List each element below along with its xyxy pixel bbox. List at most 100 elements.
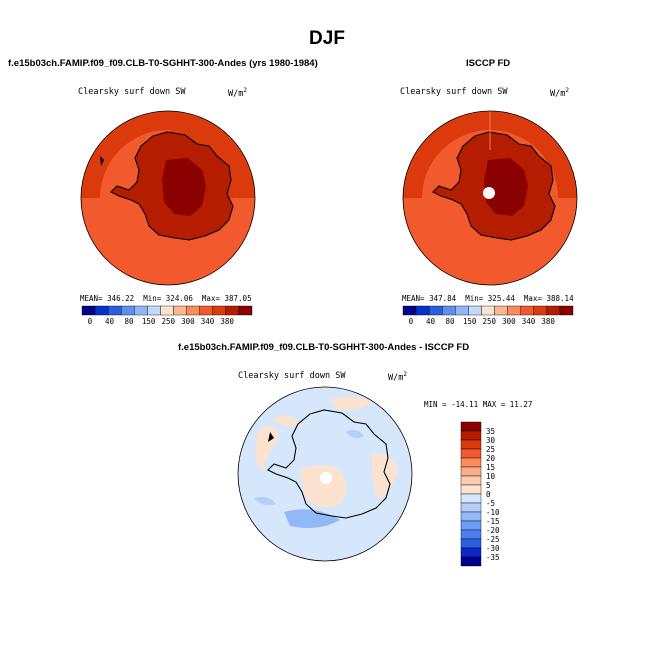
diff-colorbar-label: 5 [486,481,491,490]
obs-colorbar-label: 150 [463,317,477,326]
diff-colorbar-label: 35 [486,427,495,436]
model-colorbar-box [225,305,240,316]
diff-colorbar-box [460,475,482,486]
obs-colorbar-label: 340 [522,317,536,326]
obs-variable-label: Clearsky surf down SW [400,87,508,97]
model-colorbar-box [212,305,227,316]
obs-colorbar-box [546,305,561,316]
model-stats: MEAN= 346.22 Min= 324.06 Max= 387.05 [80,294,252,303]
model-colorbar-box [186,305,200,316]
diff-warm-patch-nw [272,415,300,427]
diff-variable-label: Clearsky surf down SW [238,371,346,381]
model-colorbar-box [94,305,109,316]
model-panel-title: f.e15b03ch.FAMIP.f09_f09.CLB-T0-SGHHT-30… [8,58,318,69]
model-peninsula-tip [100,156,104,166]
diff-colorbar-box [460,520,482,531]
model-colorbar-label: 0 [88,317,93,326]
diff-cool-patch-west [254,496,276,506]
obs-stats: MEAN= 347.84 Min= 325.44 Max= 388.14 [402,294,574,303]
obs-colorbar-box [481,305,495,316]
diff-colorbar-label: -10 [486,508,500,517]
model-colorbar-label: 340 [201,317,215,326]
obs-colorbar-label: 250 [483,317,497,326]
model-outer-ring [81,111,255,198]
diff-map [237,386,413,562]
diff-colorbar-label: 30 [486,436,496,445]
diff-colorbar-label: -30 [486,544,500,553]
diff-units-label: W/m2 [388,371,407,383]
model-colorbar-box [107,305,122,316]
diff-colorbar-label: 15 [486,463,495,472]
obs-colorbar-box [507,305,521,316]
diff-colorbar-label: -35 [486,553,500,562]
diff-cool-patch-inner [346,429,364,439]
obs-colorbar-box [559,305,574,316]
obs-colorbar-box [442,305,456,316]
diff-panel-title: f.e15b03ch.FAMIP.f09_f09.CLB-T0-SGHHT-30… [178,342,470,353]
obs-colorbar-label: 40 [426,317,436,326]
obs-units-label: W/m2 [550,87,569,99]
diff-colorbar-label: -5 [486,499,495,508]
diff-colorbar-label: -15 [486,517,500,526]
model-colorbar-label: 250 [162,317,176,326]
model-colorbar-box [173,305,187,316]
obs-panel-title: ISCCP FD [466,58,511,69]
diff-colorbar-box [460,421,482,432]
diff-colorbar-box [460,484,482,495]
model-variable-label: Clearsky surf down SW [78,87,186,97]
diff-colorbar-label: 25 [486,445,495,454]
diff-colorbar-box [460,439,482,450]
diff-pole-hole [320,472,332,484]
obs-colorbar-label: 80 [446,317,456,326]
diff-map-border [237,386,413,562]
diff-warm-patch-center [300,465,347,508]
diff-colorbar-box [460,556,482,567]
diff-colorbar-label: 0 [486,490,491,499]
diff-warm-patch-east [371,453,398,500]
figure-title: DJF [309,28,345,49]
obs-colorbar-box [455,305,469,316]
model-colorbar-label: 300 [181,317,195,326]
obs-pole-hole [483,187,495,199]
diff-warm-patch-north [330,396,372,410]
diff-colorbar-box [460,457,482,468]
diff-colorbar-box [460,538,482,549]
model-plateau-max [162,158,206,216]
diff-colorbar-label: -20 [486,526,500,535]
model-colorbar-box [147,305,161,316]
model-colorbar-label: 80 [125,317,135,326]
diff-colorbar-label: 20 [486,454,496,463]
diff-colorbar-box [460,448,482,459]
obs-colorbar-box [533,305,548,316]
diff-colorbar-box [460,511,482,522]
model-colorbar-box [199,305,213,316]
model-units-label: W/m2 [228,87,247,99]
model-colorbar-box [81,305,96,316]
obs-outer-ring [403,111,577,198]
obs-colorbar-label: 300 [502,317,516,326]
obs-plateau-max [484,158,528,216]
obs-colorbar-box [468,305,482,316]
obs-colorbar-box [415,305,430,316]
obs-colorbar: 0 40 80 150 250 300 340 380 [402,305,574,326]
obs-map [402,110,578,286]
obs-colorbar-box [520,305,534,316]
diff-colorbar-box [460,547,482,558]
model-colorbar-label: 380 [220,317,234,326]
model-colorbar-box [160,305,174,316]
model-colorbar-label: 40 [105,317,115,326]
obs-colorbar-box [494,305,508,316]
obs-colorbar-box [402,305,417,316]
diff-colorbar-box [460,493,482,504]
model-map-border [80,110,256,286]
model-colorbar-box [121,305,135,316]
diff-warm-patch-west [255,426,280,470]
model-map [80,110,256,286]
model-colorbar: 0 40 80 150 250 300 340 380 [81,305,253,326]
diff-peninsula-tip [268,432,274,442]
diff-colorbar-box [460,529,482,540]
model-colorbar-box [238,305,253,316]
obs-colorbar-label: 0 [409,317,414,326]
